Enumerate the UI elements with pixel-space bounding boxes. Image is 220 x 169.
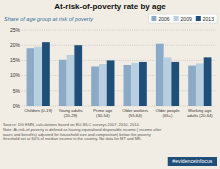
bar <box>67 55 75 106</box>
bar <box>156 44 164 106</box>
y-tick-label: 5% <box>13 88 21 94</box>
source-note: Source: DG EMN, calculations based on EU… <box>3 122 162 141</box>
legend-label: 2013 <box>203 16 214 22</box>
bars <box>27 42 212 106</box>
bar <box>188 66 196 106</box>
bar <box>196 63 204 106</box>
legend: 2006 2009 2013 <box>148 14 217 23</box>
y-tick-label: 20% <box>10 42 21 48</box>
y-tick-label: 15% <box>10 57 21 63</box>
grid <box>22 30 216 106</box>
bar <box>124 65 132 106</box>
bar <box>204 57 212 106</box>
y-tick-label: 25% <box>10 27 21 33</box>
bar <box>107 60 115 106</box>
x-tick-label: Working ageadults (20-64) <box>187 108 213 118</box>
y-tick-label: 10% <box>10 72 21 78</box>
chart: At-risk-of-poverty rate by age Share of a… <box>0 0 220 169</box>
x-tick-label: Children (0-19) <box>24 108 53 113</box>
grid-line <box>22 106 216 107</box>
grid-line <box>22 75 216 76</box>
hashtag-badge <box>168 157 217 166</box>
subtitle: Share of age group at risk of poverty <box>4 16 94 22</box>
grid-line <box>22 30 216 31</box>
bar <box>91 66 99 106</box>
bar <box>131 63 139 106</box>
bar <box>42 42 50 106</box>
bar <box>34 47 42 106</box>
legend-label: 2009 <box>181 16 192 22</box>
hashtag: #evidenceinfocus <box>172 158 212 164</box>
x-tick-label: Young adults(20-29) <box>58 108 82 118</box>
x-tick-label: Older people(65+) <box>156 108 181 118</box>
title: At-risk-of-poverty rate by age <box>54 2 166 11</box>
legend-swatch <box>151 16 156 21</box>
legend-frame <box>148 14 217 23</box>
grid-line <box>22 45 216 46</box>
legend-swatch <box>196 16 201 21</box>
y-tick-label: 0% <box>13 103 21 109</box>
bar <box>164 57 172 106</box>
legend-swatch <box>174 16 179 21</box>
bar <box>139 62 147 106</box>
bar <box>99 64 107 106</box>
x-tick-label: Older workers(55-64) <box>122 108 148 118</box>
x-tick-label: Prime age(30-54) <box>93 108 113 118</box>
grid-line <box>22 90 216 91</box>
grid-line <box>22 60 216 61</box>
bar <box>27 48 35 106</box>
bar <box>74 45 82 106</box>
legend-label: 2006 <box>158 16 169 22</box>
bar <box>171 62 179 106</box>
bar <box>59 60 67 106</box>
